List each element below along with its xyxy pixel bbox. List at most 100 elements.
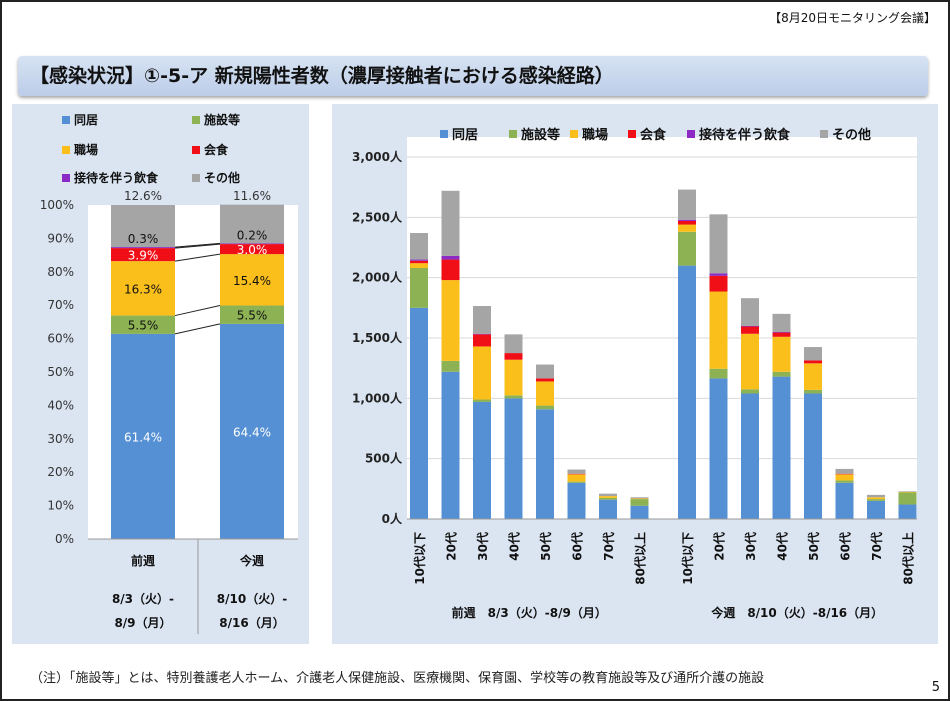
meeting-label: 【8月20日モニタリング会議】 (769, 11, 936, 25)
data-label-2-0: 16.3% (124, 282, 162, 296)
y-tick-label: 0人 (382, 511, 403, 526)
data-label-1-1: 5.5% (237, 309, 268, 323)
legend-swatch-4 (687, 130, 695, 138)
bar-segment-0-2-4 (536, 381, 554, 406)
bar-segment-1-5-6 (867, 494, 885, 498)
bar-segment-0-2-0 (410, 263, 428, 269)
bar-segment-1-2-5 (835, 474, 854, 481)
legend-swatch-3 (628, 130, 636, 138)
category-label-1-5: 60代 (838, 532, 853, 561)
bar-segment-0-4-1 (441, 255, 460, 260)
y-tick-label: 1,500人 (352, 330, 403, 345)
bar-segment-5-0 (111, 205, 175, 248)
connector-line-4 (174, 242, 221, 248)
bar-segment-1-5-1 (709, 214, 728, 274)
bar-segment-1-2-7 (898, 491, 917, 493)
bar-segment-0-1-5 (567, 481, 586, 483)
legend-label-1: 施設等 (521, 127, 560, 143)
data-label-3-0: 3.9% (128, 249, 159, 263)
legend-swatch-3 (192, 146, 200, 154)
legend-label-0: 同居 (74, 113, 98, 127)
bar-segment-0-5-0 (410, 233, 428, 260)
legend-swatch-2 (62, 146, 70, 154)
bar-segment-0-0-2 (473, 401, 491, 519)
bar-segment-1-3-1 (709, 275, 728, 292)
category-label-0-6: 70代 (601, 532, 616, 561)
bar-segment-0-2-1 (441, 280, 460, 361)
y-tick-label: 500人 (365, 451, 403, 466)
bar-segment-1-1-7 (898, 492, 917, 505)
bar-segment-1-2-3 (772, 336, 791, 372)
page-number: 5 (931, 680, 940, 695)
legend-swatch-5 (820, 130, 828, 138)
bar-segment-1-1 (220, 305, 284, 324)
bar-segment-0-1-0 (410, 268, 428, 308)
bar-segment-1-2-0 (678, 224, 696, 232)
legend-label-2: 職場 (582, 127, 608, 143)
bar-segment-1-0-5 (835, 482, 854, 519)
category-label-0-1: 20代 (444, 532, 459, 561)
bar-segment-1-5-3 (772, 313, 791, 332)
bar-segment-1-0 (111, 315, 175, 334)
bar-segment-1-1-0 (678, 231, 696, 266)
bar-segment-2-0 (111, 261, 175, 316)
y-tick-label: 30% (47, 432, 74, 446)
y-tick-label: 40% (47, 398, 74, 412)
bar-segment-5-1 (220, 204, 284, 244)
bar-segment-0-3-1 (441, 259, 460, 281)
legend-label-2: 職場 (74, 142, 98, 157)
bar-segment-0-0-6 (599, 499, 617, 519)
y-tick-label: 60% (47, 332, 74, 346)
category-date-0-1: 8/9（月） (114, 615, 171, 630)
page-title: 【感染状況】①-5-ア 新規陽性者数（濃厚接触者における感染経路） (18, 56, 928, 96)
bar-segment-1-4-0 (678, 219, 696, 221)
bar-segment-1-0-7 (898, 504, 917, 519)
bar-segment-0-4-2 (473, 333, 491, 335)
bar-segment-1-0-1 (709, 378, 728, 519)
category-label-0-2: 30代 (475, 532, 490, 561)
bar-segment-1-0-6 (867, 500, 885, 519)
y-tick-label: 50% (47, 365, 74, 379)
bar-segment-1-5-0 (678, 189, 696, 220)
bar-segment-1-5-2 (741, 298, 759, 326)
bar-segment-1-4-3 (772, 331, 791, 333)
y-tick-label: 2,500人 (352, 209, 403, 224)
legend-label-5: その他 (204, 170, 240, 185)
category-label-1-6: 70代 (869, 532, 884, 561)
y-tick-label: 2,000人 (352, 270, 403, 285)
bar-segment-0-3-3 (504, 353, 523, 360)
category-label-1-2: 30代 (743, 532, 758, 561)
bar-segment-0-3-2 (473, 334, 491, 347)
bar-segment-4-0 (111, 247, 175, 249)
legend-label-5: その他 (832, 127, 871, 143)
bar-segment-1-2-4 (804, 363, 822, 390)
legend-label-3: 会食 (640, 127, 667, 143)
data-label-0-1: 64.4% (233, 425, 271, 439)
category-date-0-0: 8/3（火）- (112, 591, 174, 606)
bar-segment-0-5-6 (599, 493, 617, 497)
bar-segment-1-1-3 (772, 371, 791, 377)
bar-segment-3-1 (220, 244, 284, 255)
y-tick-label: 90% (47, 231, 74, 245)
bar-segment-1-1-2 (741, 389, 759, 394)
legend-label-0: 同居 (452, 128, 478, 143)
bar-segment-0-3-4 (536, 378, 554, 382)
legend-swatch-5 (192, 174, 200, 182)
bar-segment-1-0-4 (804, 393, 822, 519)
bar-segment-0-0-0 (410, 307, 428, 519)
connector-line-0 (174, 323, 221, 335)
y-tick-label: 100% (40, 198, 74, 212)
bar-segment-1-2-1 (709, 291, 728, 369)
bar-segment-0-5-3 (504, 334, 523, 354)
bar-segment-0-2-3 (504, 359, 523, 396)
bar-segment-1-3-2 (741, 326, 759, 334)
bar-segment-1-1-4 (804, 389, 822, 394)
bar-segment-1-1-6 (867, 499, 885, 501)
bar-segment-1-0-0 (678, 265, 696, 519)
bar-segment-1-4-2 (741, 325, 759, 327)
legend-swatch-1 (509, 130, 517, 138)
category-label-0-5: 60代 (570, 532, 585, 561)
legend-swatch-2 (570, 130, 578, 138)
